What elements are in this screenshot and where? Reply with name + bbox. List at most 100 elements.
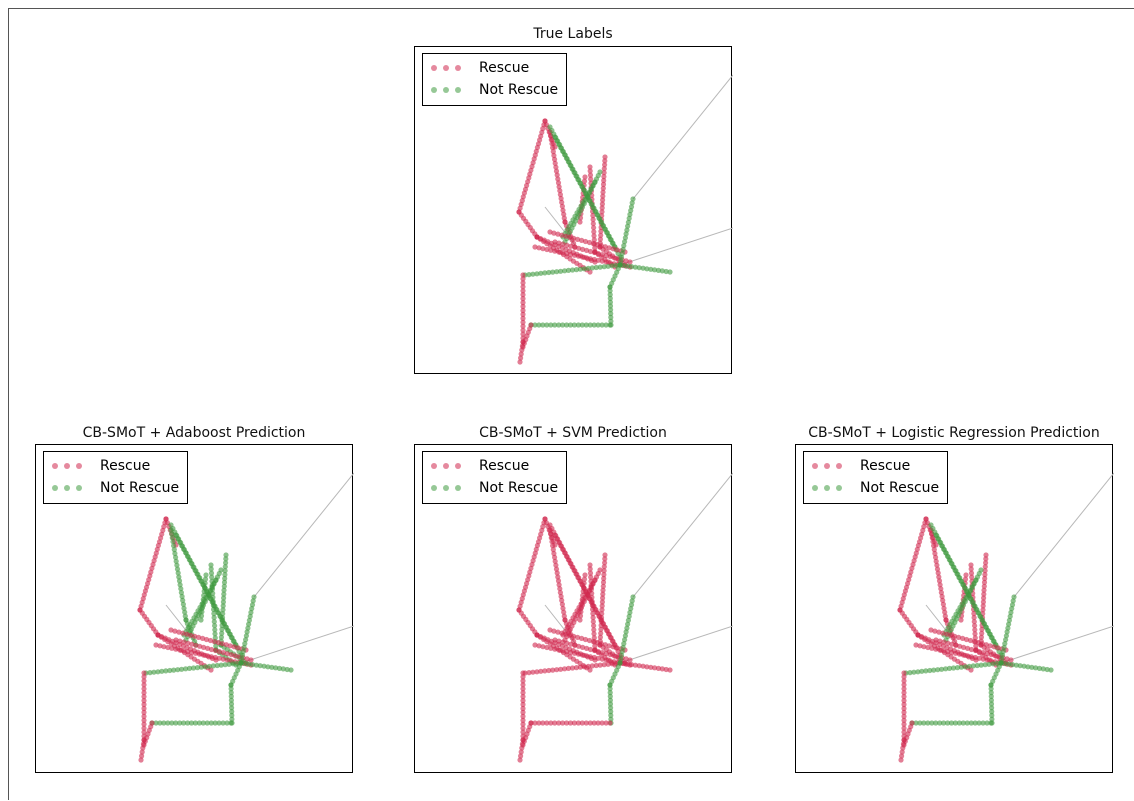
rescue-point bbox=[544, 644, 550, 651]
not-rescue-point bbox=[169, 535, 175, 541]
rescue-point bbox=[549, 141, 555, 147]
not-rescue-point bbox=[1044, 666, 1050, 673]
trajectory-plot bbox=[516, 472, 733, 763]
rescue-point bbox=[550, 149, 556, 155]
not-rescue-point bbox=[946, 665, 953, 671]
rescue-point bbox=[520, 705, 526, 712]
not-rescue-point bbox=[652, 267, 658, 273]
rescue-point bbox=[571, 633, 577, 639]
rescue-point bbox=[953, 642, 959, 648]
rescue-point bbox=[577, 664, 583, 670]
rescue-point bbox=[933, 558, 939, 564]
not-rescue-point bbox=[1002, 660, 1008, 667]
rescue-point bbox=[940, 601, 946, 607]
rescue-point bbox=[518, 351, 524, 357]
not-rescue-point bbox=[972, 720, 978, 726]
rescue-point bbox=[560, 241, 566, 247]
plot-area: Rescue Not Rescue bbox=[414, 444, 733, 773]
rescue-point bbox=[577, 219, 583, 225]
rescue-point bbox=[520, 717, 526, 723]
rescue-point bbox=[544, 246, 550, 253]
rescue-point bbox=[590, 615, 596, 621]
rescue-point bbox=[575, 634, 581, 640]
not-rescue-point bbox=[609, 263, 615, 269]
rescue-point bbox=[968, 562, 974, 568]
rescue-point bbox=[579, 237, 585, 243]
rescue-point bbox=[572, 244, 578, 250]
rescue-point bbox=[520, 742, 526, 748]
rescue-point bbox=[518, 355, 524, 361]
not-rescue-point bbox=[532, 322, 538, 328]
rescue-point bbox=[196, 634, 202, 640]
rescue-point bbox=[628, 662, 635, 668]
rescue-point bbox=[1004, 656, 1010, 662]
not-rescue-point bbox=[157, 720, 163, 726]
legend: Rescue Not Rescue bbox=[422, 53, 568, 106]
not-rescue-marker-icon bbox=[52, 485, 88, 491]
not-rescue-point bbox=[621, 243, 627, 249]
rescue-point bbox=[185, 640, 191, 646]
rescue-segment bbox=[141, 720, 155, 748]
rescue-point bbox=[956, 651, 963, 657]
not-rescue-point bbox=[211, 615, 217, 621]
rescue-point bbox=[603, 253, 609, 259]
rescue-point bbox=[556, 184, 562, 190]
not-rescue-point bbox=[607, 292, 613, 298]
not-rescue-point bbox=[626, 613, 632, 619]
rescue-point bbox=[568, 243, 574, 249]
rescue-point bbox=[935, 570, 941, 576]
not-rescue-point bbox=[222, 572, 228, 578]
not-rescue-point bbox=[250, 598, 256, 604]
not-rescue-point bbox=[607, 322, 613, 328]
legend-entry-not-rescue: Not Rescue bbox=[431, 477, 558, 499]
not-rescue-point bbox=[1008, 609, 1014, 616]
not-rescue-point bbox=[174, 566, 181, 572]
rescue-point bbox=[141, 705, 147, 712]
not-rescue-point bbox=[608, 311, 614, 317]
not-rescue-point bbox=[989, 712, 995, 718]
rescue-point bbox=[520, 303, 526, 310]
rescue-point bbox=[552, 637, 558, 643]
not-rescue-point bbox=[182, 609, 188, 615]
not-rescue-point bbox=[220, 607, 226, 613]
rescue-point bbox=[968, 654, 974, 660]
not-rescue-point bbox=[1006, 621, 1012, 627]
rescue-point bbox=[550, 547, 556, 553]
track-line bbox=[632, 472, 733, 598]
rescue-point bbox=[517, 359, 523, 365]
rescue-point bbox=[583, 720, 589, 726]
not-rescue-point bbox=[968, 720, 974, 726]
rescue-point bbox=[962, 576, 969, 582]
rescue-point bbox=[971, 639, 977, 645]
legend-entry-not-rescue: Not Rescue bbox=[52, 477, 179, 499]
rescue-point bbox=[976, 655, 982, 661]
rescue-point bbox=[141, 678, 147, 684]
rescue-point bbox=[972, 623, 978, 629]
not-rescue-point bbox=[587, 322, 593, 328]
rescue-point bbox=[583, 653, 590, 659]
not-rescue-point bbox=[228, 697, 234, 703]
rescue-point bbox=[901, 713, 907, 719]
rescue-point bbox=[208, 646, 215, 653]
rescue-point bbox=[980, 607, 986, 613]
rescue-point bbox=[582, 238, 589, 245]
rescue-point bbox=[925, 644, 931, 651]
rescue-point bbox=[623, 258, 629, 264]
rescue-point bbox=[949, 641, 955, 647]
not-rescue-point bbox=[581, 266, 587, 272]
rescue-point bbox=[582, 572, 588, 578]
rescue-point bbox=[589, 663, 595, 669]
not-rescue-point bbox=[226, 661, 232, 667]
rescue-point bbox=[603, 259, 609, 265]
rescue-point bbox=[575, 253, 582, 259]
rescue-point bbox=[540, 720, 546, 726]
rescue-point bbox=[558, 195, 564, 202]
rescue-point bbox=[560, 207, 566, 213]
not-rescue-point bbox=[221, 587, 227, 593]
rescue-segment bbox=[155, 632, 214, 673]
rescue-point bbox=[981, 583, 987, 589]
rescue-point bbox=[901, 705, 907, 712]
rescue-point bbox=[942, 613, 948, 619]
not-rescue-point bbox=[228, 701, 235, 707]
rescue-point bbox=[161, 644, 167, 650]
